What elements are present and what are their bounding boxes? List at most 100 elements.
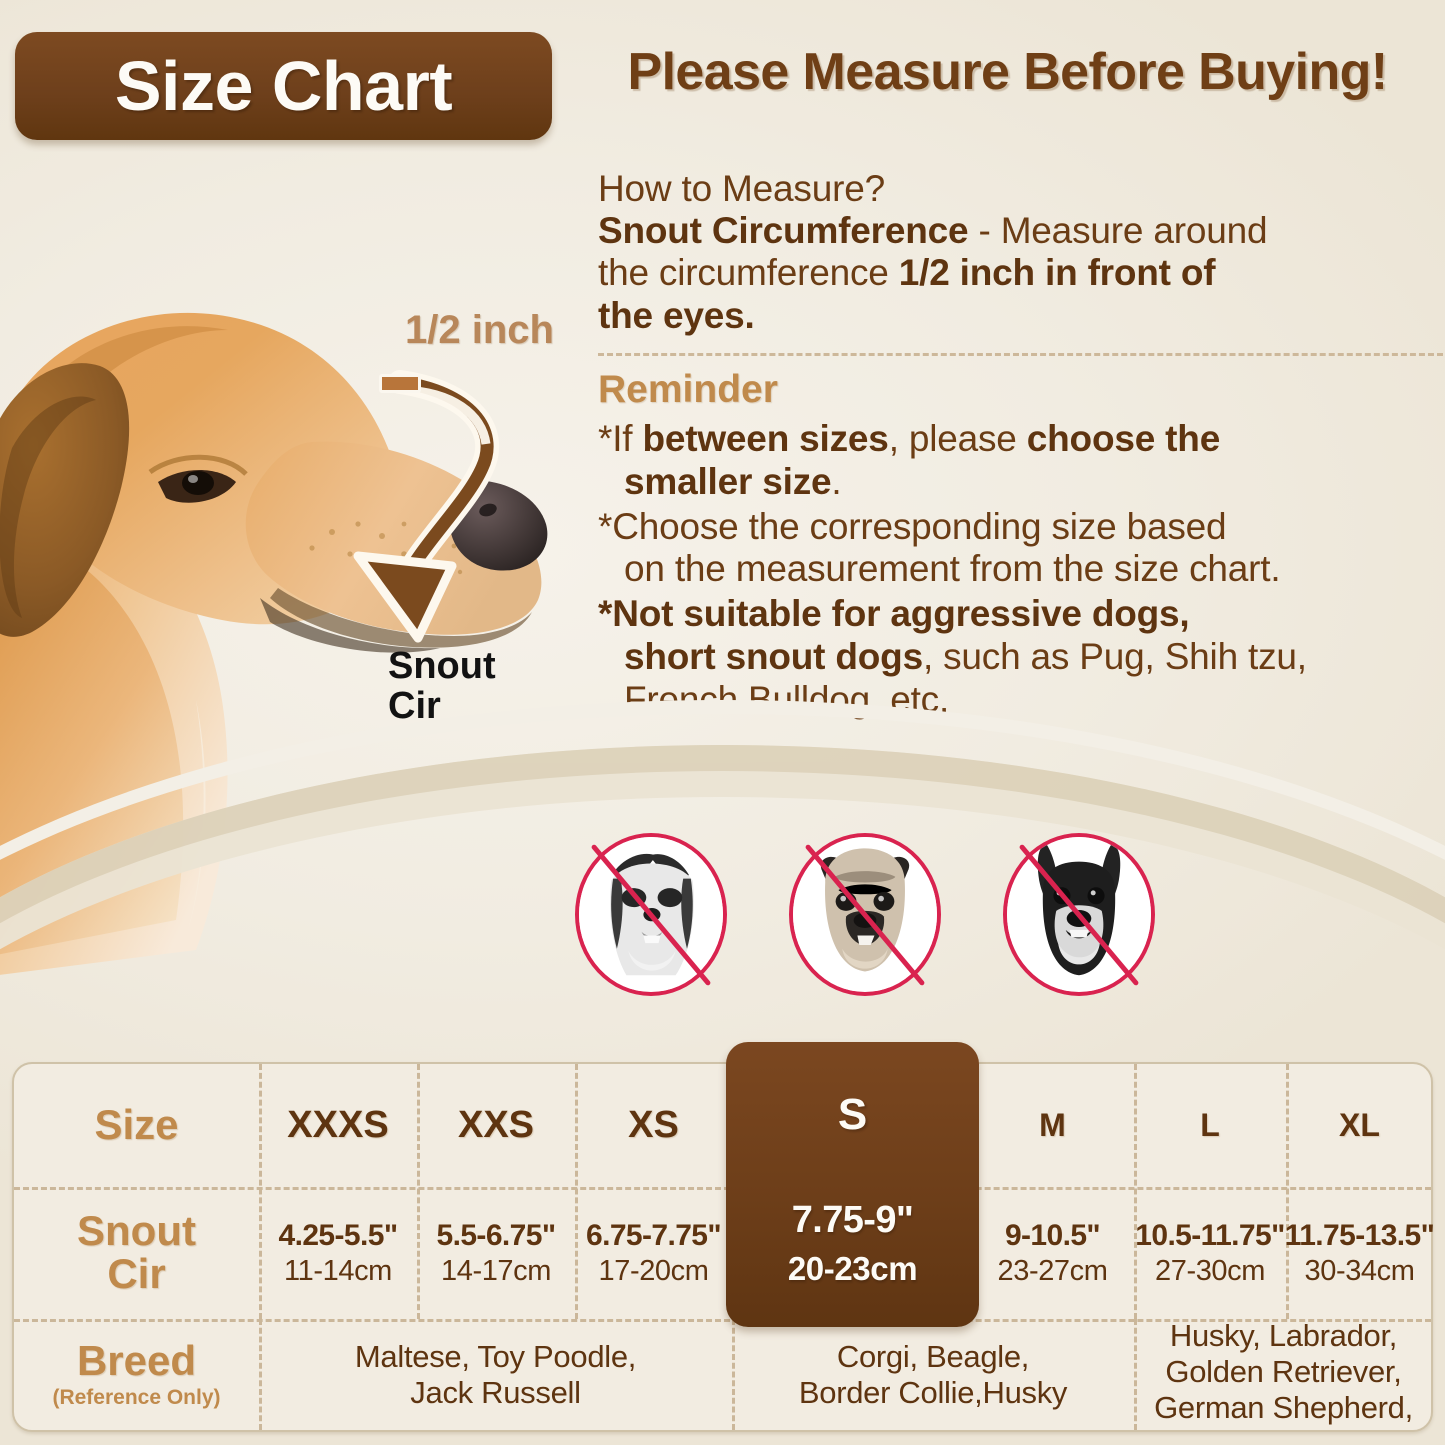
bullet1-bold-b: choose the (1026, 417, 1221, 459)
col-divider-1 (259, 1064, 262, 1319)
snout-cell-l: 10.5-11.75" 27-30cm (1134, 1187, 1286, 1319)
header-xl-text: XL (1339, 1107, 1380, 1143)
breed-cell-large: Husky, Labrador, Golden Retriever, Germa… (1134, 1312, 1433, 1432)
measure-description: Snout Circumference - Measure around (598, 210, 1443, 252)
snout-cell-xxs: 5.5-6.75" 14-17cm (417, 1187, 575, 1319)
bullet1-mid: , please (888, 417, 1027, 459)
breed-medium-line2: Border Collie,Husky (798, 1375, 1068, 1410)
half-inch-label: 1/2 inch (405, 308, 554, 352)
reminder-bullet-3: *Not suitable for aggressive dogs, short… (598, 593, 1443, 722)
snout-cir-label-line2: Cir (388, 685, 441, 728)
snout-cm-xxs: 14-17cm (440, 1254, 552, 1287)
header-cell-xs: XS (575, 1064, 732, 1187)
measure-description-3: the eyes. (598, 295, 1443, 337)
breed-large-line3: German Shepherd, (1154, 1390, 1413, 1426)
highlighted-size-letter: S (837, 1090, 868, 1139)
bullet2-line2: on the measurement from the size chart. (624, 548, 1281, 590)
golden-retriever-illustration (0, 312, 548, 975)
bullet1-end: . (831, 460, 842, 502)
snout-inch-m: 9-10.5" (1004, 1218, 1101, 1252)
col-divider-3 (575, 1064, 578, 1319)
snout-cell-xxxs: 4.25-5.5" 11-14cm (259, 1187, 417, 1319)
bullet3-rest-line2: , such as Pug, Shih tzu, (922, 636, 1307, 678)
hero-section: 1/2 inch Snout Cir Size Chart Please Mea… (0, 32, 1443, 997)
prohibited-breeds-row (575, 832, 1155, 997)
snout-cm-xl: 30-34cm (1304, 1254, 1415, 1287)
size-label-text: Size (94, 1101, 179, 1149)
snout-circumference-term: Snout Circumference (598, 210, 969, 252)
reminder-bullet-1: *If between sizes, please choose the sma… (598, 418, 1443, 504)
row-label-breed: Breed (Reference Only) (14, 1319, 259, 1431)
highlighted-size-s-column[interactable]: S 7.75-9" 20-23cm (726, 1042, 979, 1327)
bullet1-bold-c: smaller size (624, 460, 832, 502)
measure-dash: - (968, 210, 1001, 252)
header-cell-m: M (971, 1064, 1134, 1187)
instructions-column: How to Measure? Snout Circumference - Me… (598, 168, 1443, 722)
row-divider-1 (14, 1187, 1431, 1190)
snout-inch-xl: 11.75-13.5" (1284, 1218, 1435, 1252)
snout-cm-xs: 17-20cm (598, 1254, 709, 1287)
prohibited-breed-french-bulldog (1003, 833, 1155, 996)
highlighted-snout-inch: 7.75-9" (791, 1199, 914, 1241)
breed-cell-small: Maltese, Toy Poodle, Jack Russell (259, 1319, 732, 1431)
bullet1-line2: smaller size. (598, 461, 1443, 504)
size-chart-table: Size XXXS XXS XS M L XL Snout Cir 4.25-5… (12, 1042, 1435, 1432)
snout-cm-m: 23-27cm (997, 1254, 1108, 1287)
snout-inch-xxxs: 4.25-5.5" (278, 1218, 399, 1252)
snout-cm-xxxs: 11-14cm (284, 1254, 392, 1287)
header-l-text: L (1200, 1107, 1220, 1143)
row-label-size: Size (14, 1064, 259, 1187)
snout-measure-arrow (353, 370, 499, 643)
snout-inch-l: 10.5-11.75" (1135, 1218, 1285, 1252)
col-divider-6 (1134, 1064, 1137, 1319)
bullet3-line3: French Bulldog, etc. (624, 679, 950, 721)
col-divider-2 (417, 1064, 420, 1319)
bullet3-line2: short snout dogs, such as Pug, Shih tzu, (598, 636, 1443, 679)
bullet2-line1: *Choose the corresponding size based (598, 505, 1227, 547)
reminder-bullet-2: *Choose the corresponding size based on … (598, 506, 1443, 592)
snout-inch-xxs: 5.5-6.75" (436, 1218, 557, 1252)
reminder-heading: Reminder (598, 367, 778, 411)
snout-label-line1: Snout (77, 1207, 196, 1255)
header-cell-l: L (1134, 1064, 1286, 1187)
header-xxxs-text: XXXS (287, 1104, 389, 1146)
measure-desc-2: the circumference (598, 252, 899, 294)
prohibited-breed-pug (789, 833, 941, 996)
breed-cell-medium: Corgi, Beagle, Border Collie,Husky (732, 1319, 1134, 1431)
snout-cell-m: 9-10.5" 23-27cm (971, 1187, 1134, 1319)
bullet1-star: *If (598, 417, 643, 459)
highlighted-snout-cm: 20-23cm (787, 1250, 918, 1287)
bullet1-bold-a: between sizes (642, 417, 889, 459)
snout-cir-label: Snout Cir (388, 646, 496, 727)
breed-small-line1: Maltese, Toy Poodle, (354, 1338, 637, 1374)
bullet3-bold-line2: short snout dogs (624, 636, 923, 678)
breed-divider-1 (259, 1319, 262, 1430)
header-cell-xxxs: XXXS (259, 1064, 417, 1187)
snout-cell-xs: 6.75-7.75" 17-20cm (575, 1187, 732, 1319)
breed-large-line2: Golden Retriever, (1165, 1353, 1402, 1389)
header-xxs-text: XXS (457, 1104, 535, 1146)
prohibited-breed-shih-tzu (575, 833, 727, 996)
measure-emph-2: the eyes. (598, 294, 755, 336)
breed-large-line1: Husky, Labrador, (1169, 1317, 1398, 1353)
col-divider-7 (1286, 1064, 1289, 1319)
measure-description-2: the circumference 1/2 inch in front of (598, 252, 1443, 294)
snout-cell-xl: 11.75-13.5" 30-34cm (1284, 1187, 1435, 1319)
snout-cm-l: 27-30cm (1154, 1254, 1266, 1287)
row-divider-2 (14, 1319, 1431, 1322)
header-cell-xxs: XXS (417, 1064, 575, 1187)
snout-label-line2: Cir (107, 1250, 166, 1297)
size-chart-badge: Size Chart (15, 32, 552, 140)
how-to-measure-question: How to Measure? (598, 168, 885, 209)
header-xs-text: XS (628, 1104, 679, 1146)
snout-inch-xs: 6.75-7.75" (586, 1218, 722, 1252)
row-label-snout-cir: Snout Cir (14, 1187, 259, 1319)
breed-label-sub: (Reference Only) (52, 1385, 221, 1409)
page-title: Please Measure Before Buying! (627, 43, 1389, 101)
breed-divider-3 (1134, 1319, 1137, 1430)
snout-cir-label-line1: Snout (388, 645, 496, 687)
size-chart-badge-label: Size Chart (114, 47, 453, 125)
breed-label-text: Breed (76, 1337, 197, 1385)
breed-divider-2 (732, 1319, 735, 1430)
